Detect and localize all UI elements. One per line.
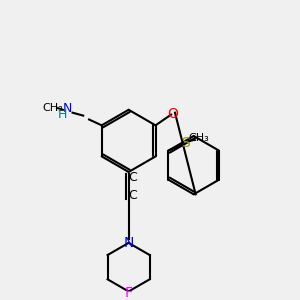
Text: C: C (128, 171, 137, 184)
Text: CH₃: CH₃ (188, 133, 209, 143)
Text: C: C (128, 189, 137, 202)
Text: N: N (123, 236, 134, 250)
Text: N: N (63, 102, 72, 115)
Text: S: S (182, 136, 190, 150)
Text: CH₃: CH₃ (43, 103, 64, 113)
Text: O: O (168, 107, 178, 121)
Text: H: H (58, 108, 68, 121)
Text: F: F (124, 286, 133, 300)
